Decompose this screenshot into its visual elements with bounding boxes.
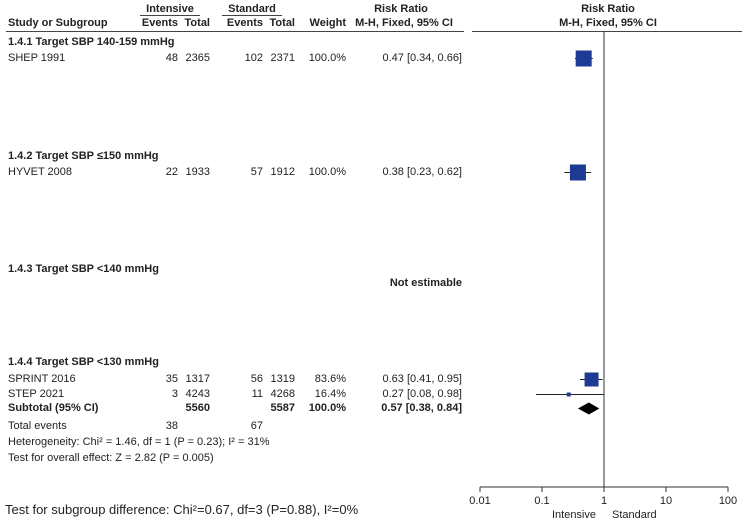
weight: 16.4% [314,388,346,400]
weight: 100.0% [308,166,346,178]
total-standard: 1912 [270,166,295,178]
events-standard: 11 [251,388,263,400]
subgroup-title: 1.4.1 Target SBP 140-159 mmHg [8,36,175,48]
total-intensive: 1317 [185,373,210,385]
group1-header: Intensive [146,3,194,15]
subtotal-diamond [577,402,600,415]
study-name: SPRINT 2016 [8,373,76,385]
total-standard: 1319 [270,373,295,385]
total-standard: 4268 [270,388,295,400]
header-divider-left [6,31,464,32]
x-tick-label: 0.1 [534,495,549,507]
x-tick-label: 10 [660,495,672,507]
subgroup-title: 1.4.3 Target SBP <140 mmHg [8,263,159,275]
events-standard: 102 [244,52,263,64]
total-header-2: Total [269,17,295,29]
risk-ratio-ci: 0.38 [0.23, 0.62] [382,166,462,178]
total-standard: 2371 [270,52,295,64]
total-intensive: 1933 [185,166,210,178]
subtotal-ci: 0.57 [0.38, 0.84] [381,402,462,414]
events-standard: 57 [250,166,263,178]
total-intensive: 2365 [185,52,210,64]
rr-title: Risk Ratio [374,3,428,15]
total-header-1: Total [184,17,210,29]
study-name: HYVET 2008 [8,166,73,178]
total-events-intensive: 38 [165,420,178,432]
effect-square [569,164,586,181]
subgroup-title: 1.4.4 Target SBP <130 mmHg [8,356,159,368]
overall-effect-text: Test for overall effect: Z = 2.82 (P = 0… [8,452,214,464]
group2-underline [222,15,282,16]
weight-header: Weight [309,17,346,29]
events-intensive: 35 [165,373,178,385]
events-intensive: 3 [171,388,178,400]
weight: 83.6% [314,373,346,385]
study-column-header: Study or Subgroup [8,17,108,29]
study-name: STEP 2021 [8,388,65,400]
plot-title: Risk Ratio [581,3,635,15]
heterogeneity-text: Heterogeneity: Chi² = 1.46, df = 1 (P = … [8,436,270,448]
subgroup-difference-text: Test for subgroup difference: Chi²=0.67,… [5,502,359,517]
favours-standard-label: Standard [612,509,657,521]
effect-square [575,50,592,67]
group1-underline [140,15,200,16]
subtotal-weight: 100.0% [308,402,346,414]
risk-ratio-ci: 0.47 [0.34, 0.66] [382,52,462,64]
total-events-label: Total events [8,420,67,432]
events-intensive: 48 [165,52,178,64]
x-tick-label: 1 [601,495,607,507]
events-header-2: Events [226,17,263,29]
favours-intensive-label: Intensive [552,509,596,521]
subgroup-title: 1.4.2 Target SBP ≤150 mmHg [8,150,159,162]
effect-square [566,392,571,397]
plot-method: M-H, Fixed, 95% CI [559,17,657,29]
total-events-standard: 67 [250,420,263,432]
x-tick-label: 0.01 [469,495,490,507]
rr-method: M-H, Fixed, 95% CI [355,17,453,29]
effect-square [584,372,599,387]
study-name: SHEP 1991 [8,52,66,64]
events-header-1: Events [141,17,178,29]
subtotal-total-intensive: 5560 [185,402,210,414]
events-standard: 56 [250,373,263,385]
x-tick-label: 100 [719,495,737,507]
not-estimable: Not estimable [389,277,462,289]
subtotal-label: Subtotal (95% CI) [8,402,99,414]
risk-ratio-ci: 0.27 [0.08, 0.98] [382,388,462,400]
events-intensive: 22 [165,166,178,178]
subtotal-total-standard: 5587 [270,402,295,414]
header-divider-right [472,31,742,32]
group2-header: Standard [228,3,276,15]
risk-ratio-ci: 0.63 [0.41, 0.95] [382,373,462,385]
weight: 100.0% [308,52,346,64]
total-intensive: 4243 [185,388,210,400]
